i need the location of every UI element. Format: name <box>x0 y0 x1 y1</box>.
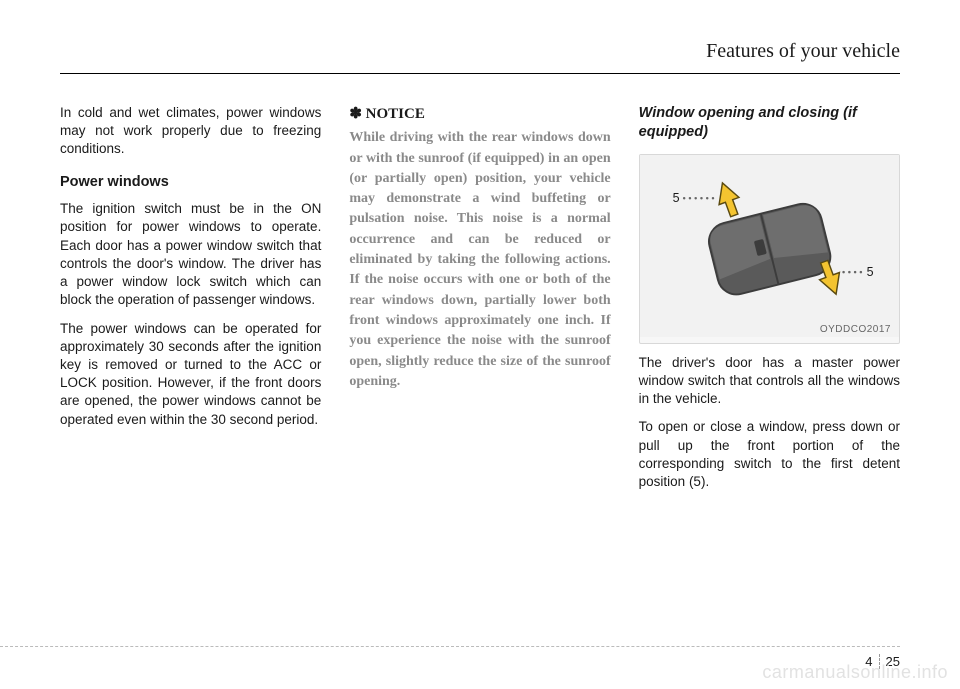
heading-power-windows: Power windows <box>60 173 321 193</box>
svg-text:5: 5 <box>672 191 679 205</box>
watermark: carmanualsonline.info <box>762 662 948 683</box>
switch-illustration: 5 5 <box>640 155 899 337</box>
column-3: Window opening and closing (if equipped) <box>639 104 900 501</box>
chapter-header: Features of your vehicle <box>60 40 900 74</box>
figure-window-switch: 5 5 OYDDCO2017 <box>639 154 900 344</box>
notice-body: While driving with the rear windows down… <box>349 128 610 392</box>
figure-caption: OYDDCO2017 <box>820 323 891 337</box>
chapter-title: Features of your vehicle <box>706 40 900 62</box>
para-open-close: To open or close a window, press down or… <box>639 418 900 491</box>
svg-text:5: 5 <box>866 265 873 279</box>
para-master-switch: The driver's door has a master power win… <box>639 354 900 409</box>
para-ignition: The ignition switch must be in the ON po… <box>60 200 321 309</box>
page: Features of your vehicle In cold and wet… <box>0 0 960 689</box>
intro-text: In cold and wet climates, power windows … <box>60 104 321 159</box>
notice-heading: ✽ NOTICE <box>349 104 610 124</box>
content-columns: In cold and wet climates, power windows … <box>60 104 900 501</box>
column-1: In cold and wet climates, power windows … <box>60 104 321 501</box>
bottom-rule <box>0 646 900 647</box>
column-2: ✽ NOTICE While driving with the rear win… <box>349 104 610 501</box>
para-30-seconds: The power windows can be operated for ap… <box>60 320 321 429</box>
subhead-window: Window opening and closing (if equipped) <box>639 104 900 142</box>
